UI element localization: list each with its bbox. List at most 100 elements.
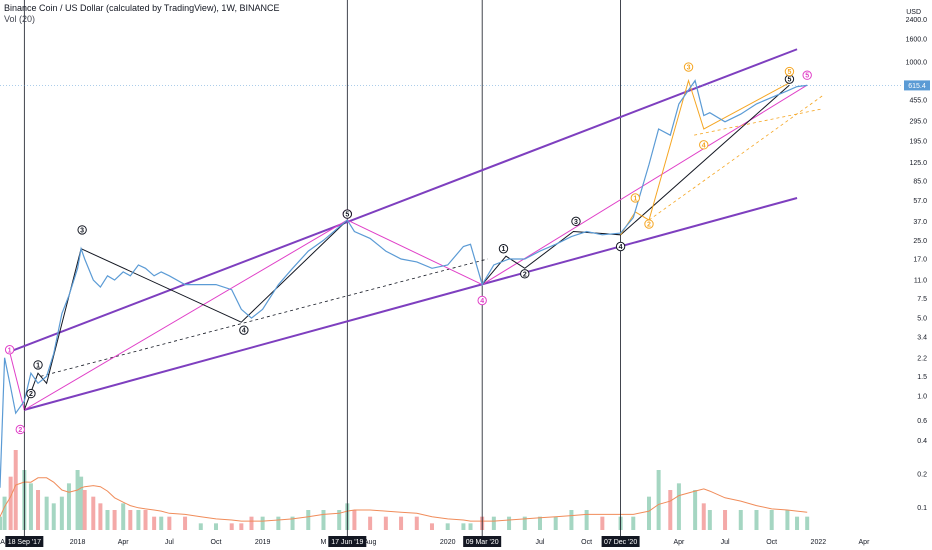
price-axis-background bbox=[904, 0, 932, 550]
date-badge bbox=[5, 536, 44, 547]
volume-bar bbox=[59, 496, 64, 530]
volume-bar bbox=[631, 516, 636, 530]
magenta-wave-label-circle bbox=[802, 70, 812, 80]
price-line[interactable] bbox=[0, 79, 808, 488]
volume-bar bbox=[769, 510, 774, 530]
volume-bar bbox=[468, 523, 473, 530]
date-badge bbox=[601, 536, 640, 547]
time-tick-label: Oct bbox=[581, 539, 592, 546]
volume-bar bbox=[290, 516, 295, 530]
volume-bar bbox=[785, 510, 790, 530]
volume-bar bbox=[152, 516, 157, 530]
black-wave-label-3: 3 bbox=[574, 219, 578, 226]
volume-bar bbox=[167, 516, 172, 530]
channel-line-lower[interactable] bbox=[24, 197, 798, 411]
black-wave-path-2[interactable] bbox=[481, 84, 790, 285]
volume-bar bbox=[429, 523, 434, 530]
time-tick-label: Apr bbox=[859, 539, 871, 546]
price-tick-label: 0.1 bbox=[917, 505, 927, 512]
price-tick-label: 0.2 bbox=[917, 471, 927, 478]
price-tick-label: 7.5 bbox=[917, 296, 927, 303]
volume-bar bbox=[51, 503, 56, 530]
volume-bar bbox=[461, 523, 466, 530]
black-wave-label-4: 4 bbox=[242, 328, 246, 335]
volume-bar bbox=[805, 516, 810, 530]
price-tick-label: 455.0 bbox=[909, 98, 927, 105]
price-tick-label: 85.0 bbox=[913, 179, 927, 186]
volume-bar bbox=[8, 476, 13, 530]
volume-bar bbox=[693, 490, 698, 530]
volume-bar bbox=[795, 516, 800, 530]
time-tick-label: Oct bbox=[766, 539, 777, 546]
volume-bar bbox=[337, 510, 342, 530]
volume-bar bbox=[0, 516, 2, 530]
black-wave-label-circle bbox=[26, 388, 36, 399]
black-wave-label-circle bbox=[239, 325, 249, 335]
volume-bar bbox=[159, 516, 164, 530]
black-wave-label-1: 1 bbox=[36, 362, 40, 369]
date-badge-text: 09 Mar '20 bbox=[466, 539, 499, 546]
volume-bar bbox=[136, 510, 141, 530]
volume-bar bbox=[306, 510, 311, 530]
volume-bar bbox=[36, 490, 41, 530]
volume-bar bbox=[121, 503, 126, 530]
volume-bar bbox=[656, 470, 661, 530]
orange-wave-label-2: 2 bbox=[647, 222, 651, 229]
volume-bar bbox=[276, 516, 281, 530]
volume-bar bbox=[321, 510, 326, 530]
black-wave-label-2: 2 bbox=[523, 271, 527, 278]
time-tick-label: 2019 bbox=[255, 539, 271, 546]
volume-bar bbox=[183, 516, 188, 530]
price-tick-label: 17.0 bbox=[913, 256, 927, 263]
price-tick-label: 11.0 bbox=[914, 278, 927, 285]
black-wave-label-circle bbox=[498, 244, 509, 254]
volume-bar bbox=[668, 490, 673, 530]
price-tick-label: 1.0 bbox=[917, 393, 927, 400]
volume-bar bbox=[553, 516, 558, 530]
trend-dashed-line bbox=[40, 258, 488, 377]
volume-bar bbox=[383, 516, 388, 530]
orange-wave-label-circle bbox=[683, 62, 694, 72]
time-tick-label: 2022 bbox=[811, 539, 827, 546]
volume-bar bbox=[260, 516, 265, 530]
date-badge-text: 07 Dec '20 bbox=[604, 539, 637, 546]
volume-ma-line bbox=[0, 477, 808, 522]
volume-bar bbox=[79, 476, 84, 530]
time-tick-label: M bbox=[321, 539, 327, 546]
volume-bar bbox=[213, 523, 218, 530]
volume-bar bbox=[2, 496, 7, 530]
volume-bar bbox=[537, 516, 542, 530]
black-wave-label-2: 2 bbox=[29, 391, 33, 398]
orange-wave-label-circle bbox=[644, 219, 654, 229]
black-wave-label-circle bbox=[615, 241, 626, 252]
magenta-wave-label-2: 2 bbox=[18, 427, 22, 434]
orange-wave-path[interactable] bbox=[620, 78, 790, 236]
time-tick-label: Oct bbox=[211, 539, 222, 546]
volume-bar bbox=[707, 510, 712, 530]
price-tick-label: 37.0 bbox=[913, 219, 927, 226]
volume-bar bbox=[28, 483, 33, 530]
orange-dashed-lower bbox=[694, 108, 823, 136]
volume-bar bbox=[112, 510, 117, 530]
price-axis-unit: USD bbox=[906, 9, 921, 16]
volume-bar bbox=[754, 510, 759, 530]
channel-line-upper[interactable] bbox=[9, 48, 798, 353]
time-tick-label: Jul bbox=[721, 539, 730, 546]
date-badge bbox=[463, 536, 502, 547]
orange-wave-label-circle bbox=[784, 66, 795, 77]
volume-bar bbox=[75, 470, 80, 530]
volume-bar bbox=[44, 496, 49, 530]
price-tick-label: 2400.0 bbox=[906, 17, 928, 24]
black-wave-label-circle bbox=[520, 269, 530, 279]
volume-bar bbox=[91, 496, 96, 530]
volume-bar bbox=[414, 516, 419, 530]
volume-bar bbox=[584, 510, 589, 530]
magenta-wave-label-5: 5 bbox=[805, 73, 809, 80]
price-tick-label: 295.0 bbox=[909, 118, 927, 125]
price-tick-label: 0.4 bbox=[917, 438, 927, 445]
volume-bar bbox=[98, 503, 103, 530]
current-price-value: 615.4 bbox=[908, 83, 926, 90]
date-badge-text: 18 Sep '17 bbox=[8, 539, 41, 546]
